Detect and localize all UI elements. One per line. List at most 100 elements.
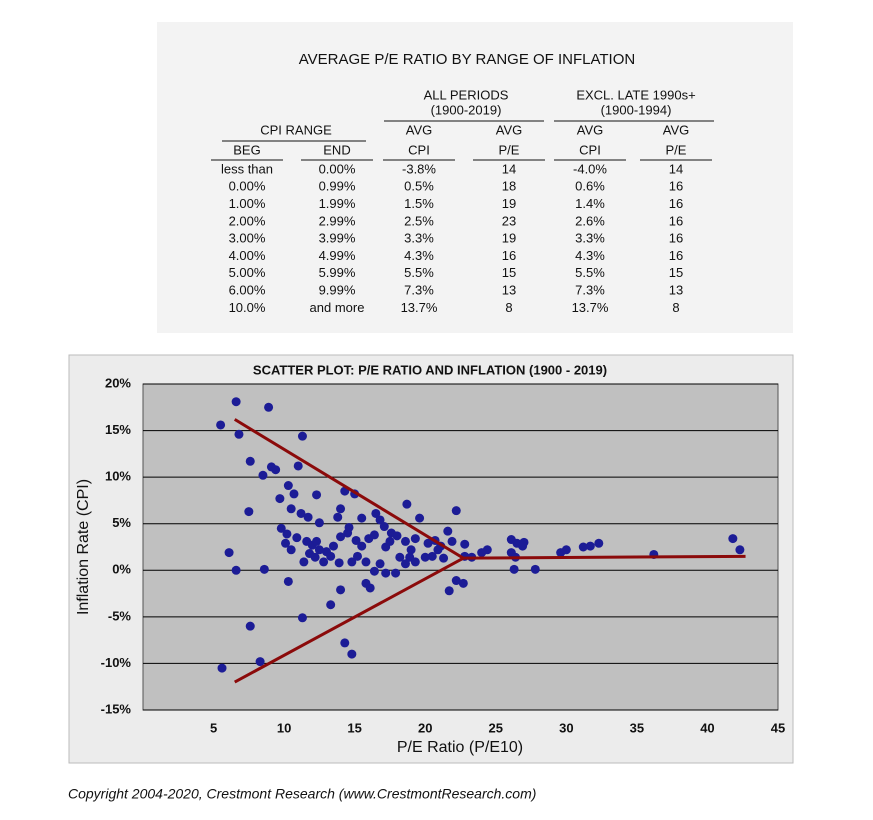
point <box>365 583 375 593</box>
point <box>283 481 293 491</box>
point <box>395 552 405 562</box>
table-cell: 5.5% <box>575 265 605 280</box>
point <box>289 489 299 499</box>
point <box>410 557 420 567</box>
column-header-top: AVG <box>663 122 690 137</box>
table-cell: 0.00% <box>319 161 356 176</box>
point <box>420 552 430 562</box>
group-header: EXCL. LATE 1990s+ <box>576 87 695 102</box>
point <box>347 557 357 567</box>
table-cell: 2.5% <box>404 213 434 228</box>
group-header: ALL PERIODS <box>424 87 509 102</box>
point <box>296 508 306 518</box>
x-tick-label: 10 <box>277 720 291 735</box>
point <box>312 536 322 546</box>
table-cell: 7.3% <box>404 283 434 298</box>
table-cell: 3.99% <box>319 231 356 246</box>
x-tick-label: 45 <box>771 720 785 735</box>
y-tick-label: 5% <box>112 515 131 530</box>
point <box>276 523 286 533</box>
table-cell: 1.00% <box>229 196 266 211</box>
point <box>375 515 385 525</box>
point <box>391 568 401 578</box>
point <box>352 551 362 561</box>
point <box>231 565 241 575</box>
table-cell: 16 <box>669 248 683 263</box>
table-cell: 2.6% <box>575 213 605 228</box>
table-cell: 16 <box>669 213 683 228</box>
point <box>375 559 385 569</box>
point <box>460 539 470 549</box>
point <box>451 506 461 516</box>
table-panel <box>157 22 793 333</box>
table-cell: 13.7% <box>401 300 438 315</box>
table-cell: 4.3% <box>404 248 434 263</box>
table-cell: 16 <box>669 231 683 246</box>
column-header: CPI <box>408 142 430 157</box>
point <box>578 542 588 552</box>
point <box>357 513 367 523</box>
table-cell: 18 <box>502 179 516 194</box>
table-cell: 2.00% <box>229 213 266 228</box>
y-tick-label: 15% <box>105 422 131 437</box>
y-tick-label: 20% <box>105 375 131 390</box>
table-cell: 9.99% <box>319 283 356 298</box>
point <box>314 518 324 528</box>
point <box>451 576 461 586</box>
y-axis-label: Inflation Rate (CPI) <box>75 479 92 615</box>
table-cell: 13.7% <box>572 300 609 315</box>
table-cell: 1.99% <box>319 196 356 211</box>
point <box>402 499 412 509</box>
point <box>447 536 457 546</box>
group-period: (1900-1994) <box>601 102 672 117</box>
point <box>329 541 338 551</box>
point <box>347 649 357 659</box>
point <box>259 564 269 574</box>
point <box>433 545 443 555</box>
point <box>439 553 449 563</box>
point <box>244 507 254 517</box>
column-header-top: AVG <box>406 122 433 137</box>
x-tick-label: 20 <box>418 720 432 735</box>
table-cell: 14 <box>502 161 516 176</box>
point <box>286 504 296 514</box>
copyright: Copyright 2004-2020, Crestmont Research … <box>68 786 536 802</box>
group-period: (1900-2019) <box>431 102 502 117</box>
point <box>381 568 391 578</box>
point <box>336 585 346 595</box>
column-header: BEG <box>233 142 260 157</box>
table-cell: 5.5% <box>404 265 434 280</box>
table-cell: 15 <box>502 265 516 280</box>
point <box>369 566 379 576</box>
point <box>361 557 371 567</box>
y-tick-label: 10% <box>105 469 131 484</box>
point <box>319 557 329 567</box>
point <box>482 545 492 555</box>
table-cell: 5.00% <box>229 265 266 280</box>
point <box>443 526 453 536</box>
point <box>561 545 571 555</box>
table-cell: 23 <box>502 213 516 228</box>
table-cell: 5.99% <box>319 265 356 280</box>
point <box>310 552 320 562</box>
point <box>231 397 241 407</box>
point <box>264 402 274 412</box>
point <box>728 534 738 544</box>
point <box>458 578 468 588</box>
table-title: AVERAGE P/E RATIO BY RANGE OF INFLATION <box>299 51 635 68</box>
table-cell: and more <box>310 300 365 315</box>
point <box>410 534 420 544</box>
x-tick-label: 35 <box>630 720 644 735</box>
point <box>400 559 410 569</box>
y-tick-label: -10% <box>101 655 132 670</box>
point <box>518 541 528 551</box>
point <box>245 621 255 631</box>
table-cell: 2.99% <box>319 213 356 228</box>
point <box>299 557 309 567</box>
point <box>351 535 361 545</box>
point <box>334 558 344 568</box>
table-cell: 0.00% <box>229 179 266 194</box>
point <box>234 429 244 439</box>
x-tick-label: 5 <box>210 720 217 735</box>
